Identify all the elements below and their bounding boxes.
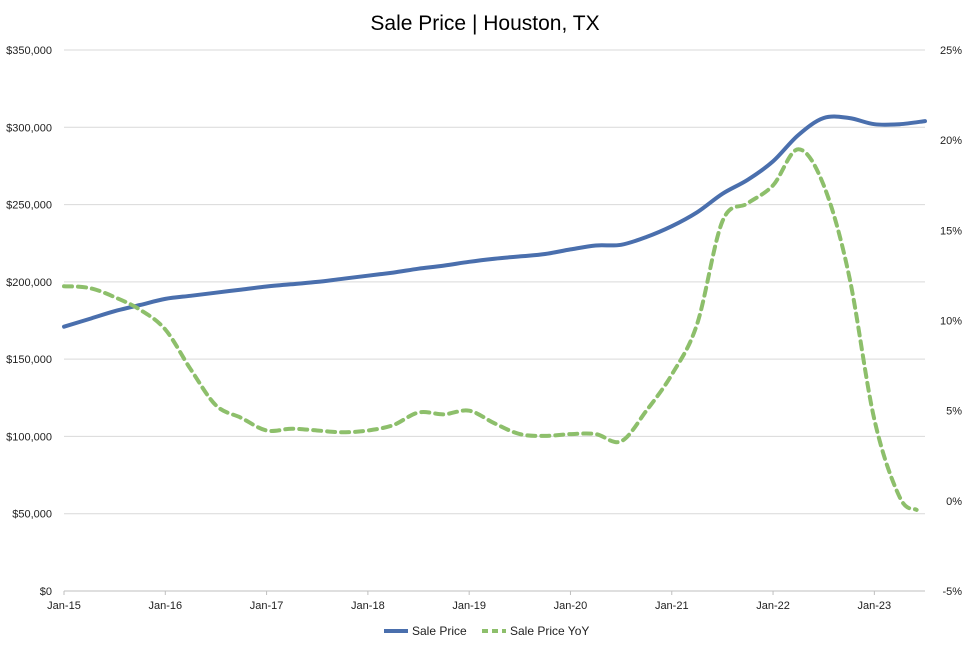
chart-title: Sale Price | Houston, TX (370, 12, 599, 35)
x-tick-label: Jan-23 (858, 600, 892, 612)
y-right-tick-label: 15% (940, 225, 962, 237)
x-axis-labels: Jan-15 Jan-16 Jan-17 Jan-18 Jan-19 Jan-20 Jan-… (47, 591, 891, 612)
y-left-tick-label: $100,000 (6, 431, 52, 443)
series-line-sale-price (62, 114, 927, 329)
y-right-tick-label: 25% (940, 45, 962, 57)
x-tick-label: Jan-22 (756, 600, 790, 612)
legend-label-sale-price-yoy: Sale Price YoY (510, 624, 589, 638)
series-group (62, 114, 927, 512)
y-right-tick-label: 5% (946, 406, 962, 418)
y-left-tick-label: $200,000 (6, 277, 52, 289)
y-left-tick-label: $350,000 (6, 45, 52, 57)
series-line-sale-price-yoy (62, 147, 919, 512)
y-left-tick-label: $250,000 (6, 200, 52, 212)
x-tick-label: Jan-21 (655, 600, 689, 612)
y-right-tick-label: -5% (942, 586, 962, 598)
y-left-tick-label: $300,000 (6, 122, 52, 134)
x-tick-label: Jan-18 (351, 600, 385, 612)
y-axis-left-labels: $0 $50,000 $100,000 $150,000 $200,000 $250,00… (6, 45, 52, 598)
y-left-tick-label: $50,000 (12, 509, 52, 521)
x-tick-label: Jan-15 (47, 600, 81, 612)
y-right-tick-label: 10% (940, 316, 962, 328)
x-tick-label: Jan-16 (148, 600, 182, 612)
y-right-tick-label: 0% (946, 496, 962, 508)
y-left-tick-label: $0 (40, 586, 52, 598)
gridlines (64, 49, 925, 592)
y-axis-right-labels: -5% 0% 5% 10% 15% 20% 25% (940, 45, 962, 598)
x-tick-label: Jan-20 (554, 600, 588, 612)
legend-label-sale-price: Sale Price (412, 624, 467, 638)
y-right-tick-label: 20% (940, 135, 962, 147)
y-left-tick-label: $150,000 (6, 354, 52, 366)
legend: Sale Price Sale Price YoY (384, 624, 589, 638)
x-tick-label: Jan-17 (250, 600, 284, 612)
x-tick-label: Jan-19 (452, 600, 486, 612)
